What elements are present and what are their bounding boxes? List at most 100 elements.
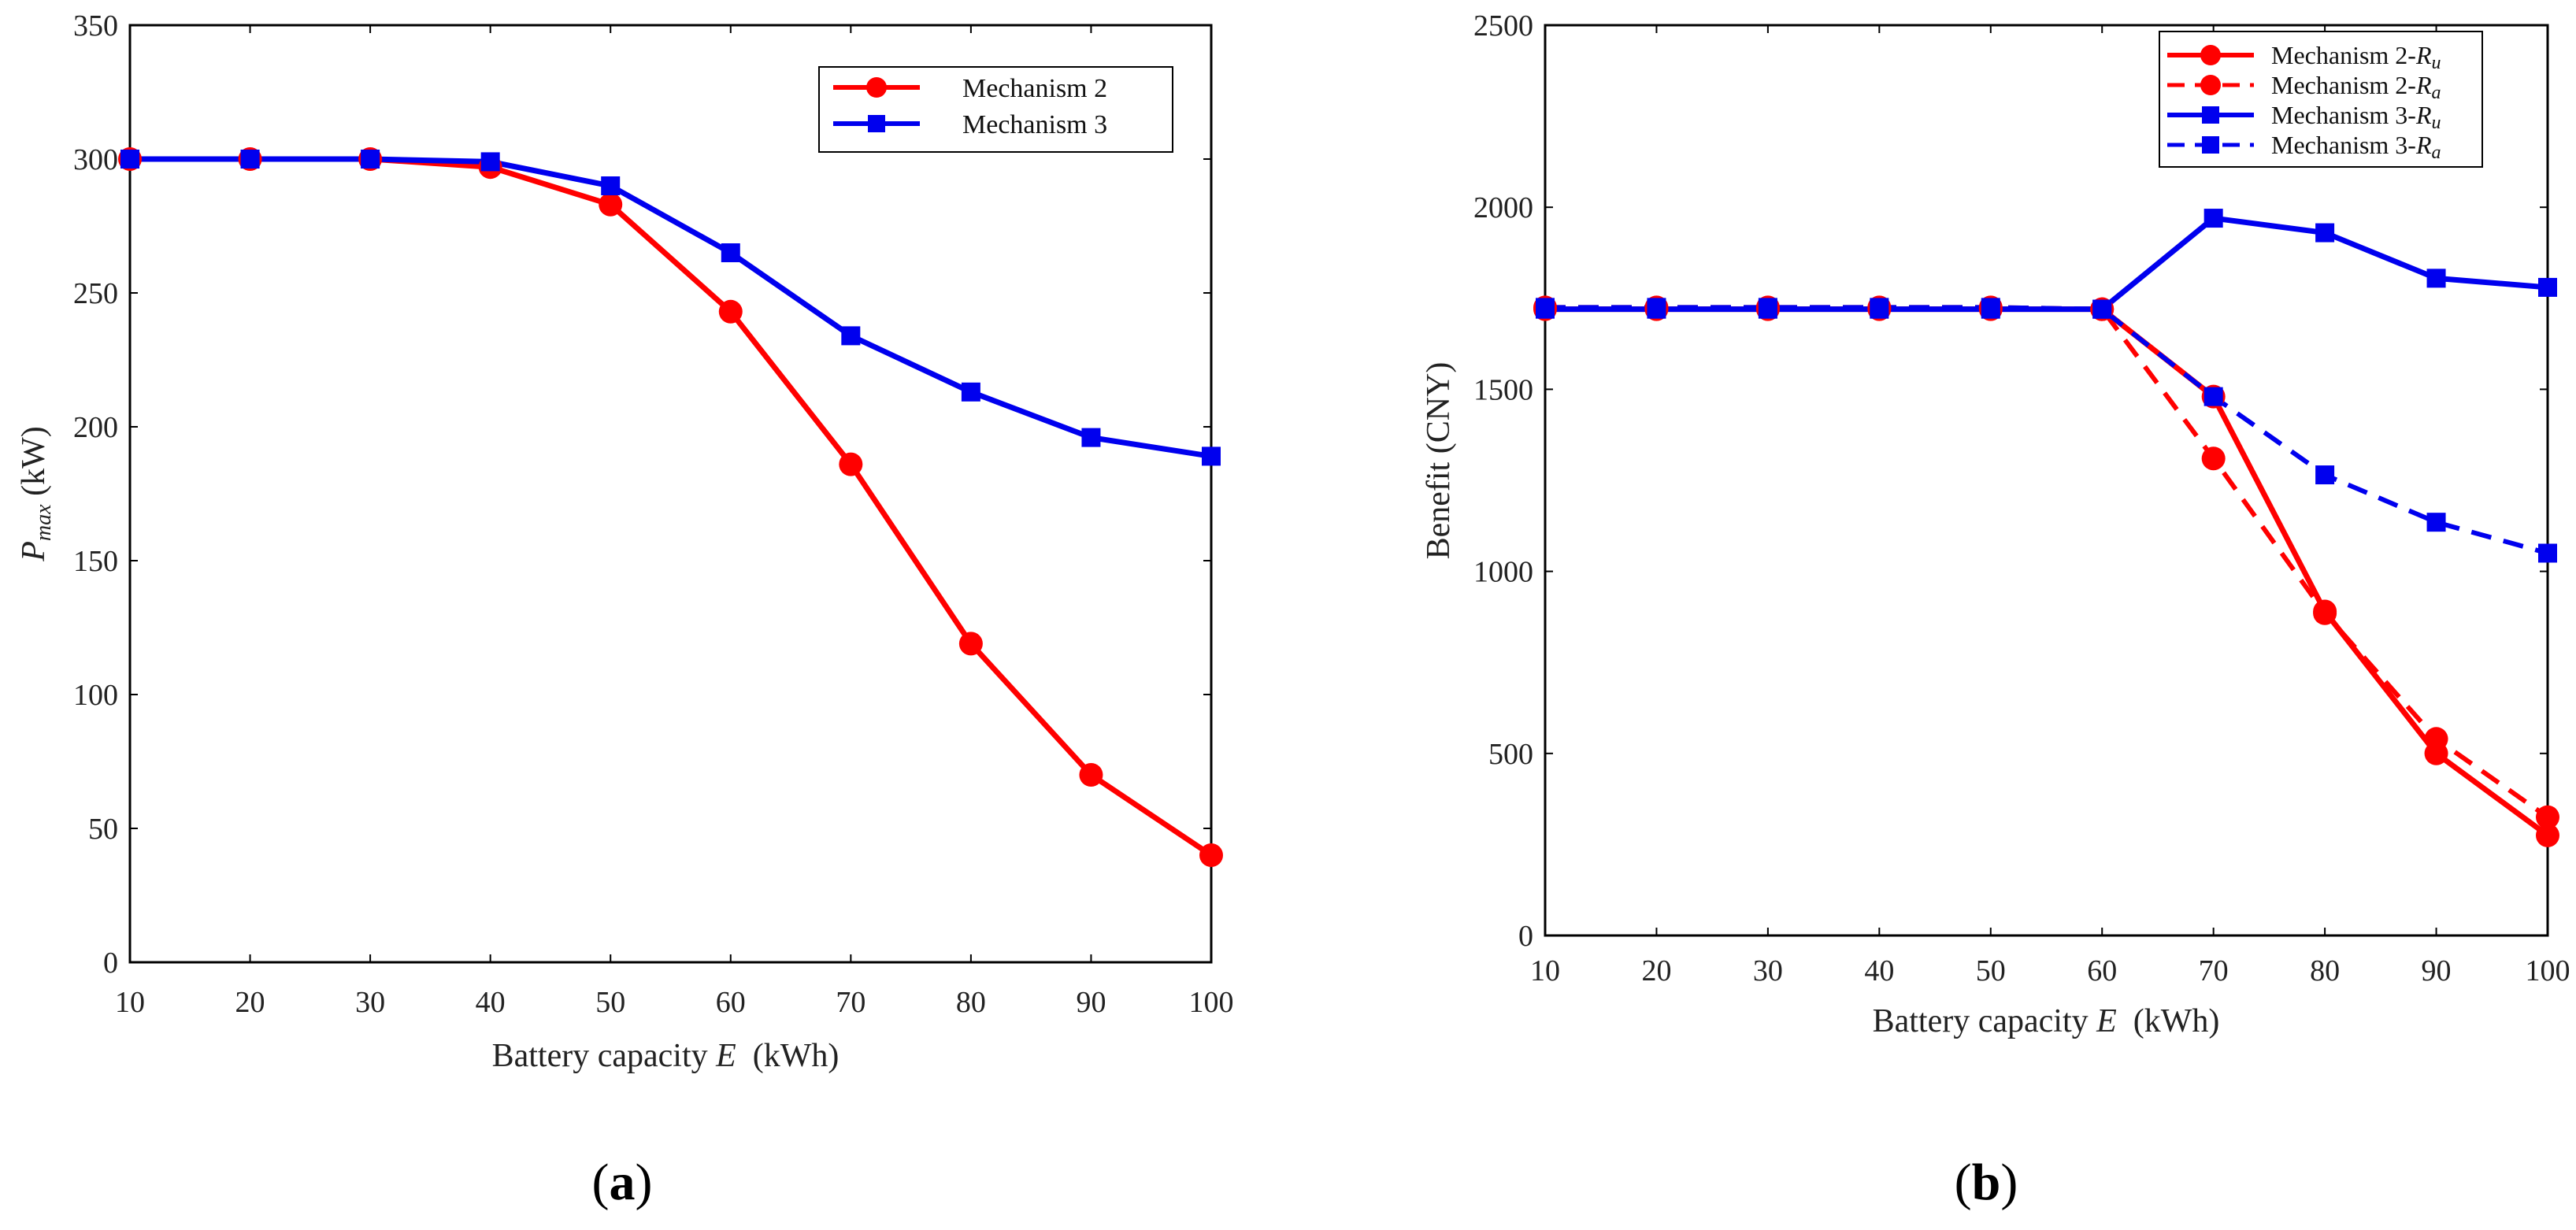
- x-tick-label-b-1: 20: [1641, 954, 1671, 987]
- x-axis-label-b: Battery capacity E (kWh): [1873, 1003, 2220, 1039]
- data-point-b-1-9: [2536, 805, 2559, 829]
- data-point-a-1-6: [841, 326, 861, 346]
- x-tick-label-b-2: 30: [1753, 954, 1783, 987]
- legend-label-b-2: Mechanism 3-Ru: [2271, 101, 2441, 133]
- x-tick-label-a-3: 40: [476, 986, 506, 1019]
- data-point-b-2-7: [2315, 223, 2335, 243]
- data-point-b-2-9: [2538, 277, 2557, 297]
- x-tick-label-b-6: 70: [2199, 954, 2229, 987]
- y-tick-label-a-1: 50: [88, 813, 118, 846]
- x-tick-label-b-9: 100: [2526, 954, 2570, 987]
- data-point-a-0-9: [1199, 843, 1223, 867]
- legend-label-b-3: Mechanism 3-Ra: [2271, 131, 2441, 163]
- legend-label-b-0: Mechanism 2-Ru: [2271, 41, 2441, 73]
- data-point-b-3-8: [2426, 513, 2446, 532]
- series-line-b-3: [1545, 305, 2548, 556]
- data-point-a-1-3: [480, 152, 500, 172]
- x-tick-label-a-6: 70: [836, 986, 865, 1019]
- y-axis-label-b: Benefit (CNY): [1421, 362, 1457, 560]
- x-tick-label-b-4: 50: [1976, 954, 2006, 987]
- x-tick-label-a-4: 50: [595, 986, 625, 1019]
- y-tick-label-b-0: 0: [1518, 920, 1533, 953]
- data-point-a-0-5: [718, 299, 743, 324]
- x-tick-label-b-3: 40: [1864, 954, 1894, 987]
- legend-marker-b-2: [2202, 106, 2219, 124]
- data-point-a-1-0: [120, 150, 139, 169]
- data-point-b-3-7: [2315, 465, 2335, 485]
- data-point-b-2-6: [2203, 209, 2223, 228]
- data-point-a-1-5: [721, 243, 740, 262]
- series-line-b-0: [1545, 306, 2550, 838]
- data-point-a-0-7: [958, 632, 983, 656]
- y-axis-label-a: Pmax (kW): [16, 426, 56, 561]
- y-tick-label-a-3: 150: [73, 545, 118, 578]
- data-point-a-1-9: [1202, 446, 1221, 466]
- x-tick-label-a-0: 10: [115, 986, 145, 1019]
- legend-marker-a-1: [868, 115, 885, 132]
- data-point-b-3-5: [2092, 299, 2112, 319]
- data-point-a-1-4: [601, 176, 621, 195]
- y-tick-label-b-1: 500: [1488, 738, 1533, 771]
- series-line-a-0: [130, 156, 1213, 858]
- data-point-b-2-8: [2426, 269, 2446, 288]
- y-tick-label-b-2: 1000: [1473, 556, 1533, 589]
- x-tick-label-a-2: 30: [355, 986, 385, 1019]
- legend-label-a-0: Mechanism 2: [962, 74, 1107, 103]
- x-axis-ticks-a: 10 20 30 40 50 60 70 80 90 100: [115, 25, 1234, 1019]
- legend-label-b-1: Mechanism 2-Ra: [2271, 71, 2441, 103]
- data-point-b-3-6: [2203, 387, 2223, 406]
- legend-a: Mechanism 2 Mechanism 3: [818, 66, 1173, 153]
- series-group-a: [118, 147, 1223, 867]
- data-point-b-3-0: [1536, 298, 1555, 317]
- x-tick-label-a-7: 80: [956, 986, 986, 1019]
- y-tick-label-a-0: 0: [103, 947, 118, 980]
- legend-marker-b-1: [2200, 75, 2221, 95]
- series-line-b-2: [1545, 215, 2548, 313]
- data-point-a-0-8: [1079, 763, 1103, 787]
- data-point-b-1-7: [2313, 601, 2337, 625]
- y-tick-label-a-6: 300: [73, 143, 118, 176]
- y-tick-label-a-2: 100: [73, 679, 118, 712]
- chart-panel-a: 0 50 100 150 200 250 300 350 10 20 30 40 50 60 70 80 90…: [16, 9, 1234, 1211]
- legend-label-a-1: Mechanism 3: [962, 110, 1107, 139]
- data-point-b-3-1: [1647, 298, 1666, 317]
- x-axis-ticks-b: 10 20 30 40 50 60 70 80 90 100: [1530, 25, 2570, 987]
- data-point-a-1-8: [1081, 428, 1101, 447]
- data-point-b-3-3: [1870, 298, 1889, 317]
- x-tick-label-b-7: 80: [2310, 954, 2340, 987]
- y-axis-ticks-b: 0 500 1000 1500 2000 2500: [1473, 9, 2548, 953]
- x-tick-label-a-9: 100: [1189, 986, 1234, 1019]
- legend-b: Mechanism 2-Ru Mechanism 2-Ra Mechanism …: [2159, 31, 2483, 168]
- y-tick-label-a-7: 350: [73, 9, 118, 43]
- x-axis-label-a: Battery capacity E (kWh): [492, 1038, 840, 1074]
- x-tick-label-a-5: 60: [716, 986, 746, 1019]
- data-point-a-1-2: [361, 150, 380, 169]
- legend-marker-b-3: [2202, 136, 2219, 154]
- panel-label-a: (a): [592, 1154, 653, 1211]
- legend-marker-b-0: [2200, 45, 2221, 65]
- data-point-b-3-4: [1981, 298, 2000, 317]
- x-tick-label-b-5: 60: [2087, 954, 2117, 987]
- data-point-a-0-6: [839, 452, 863, 476]
- y-tick-label-b-3: 1500: [1473, 373, 1533, 406]
- plot-frame-a: [128, 24, 1213, 964]
- data-point-a-0-4: [599, 192, 623, 217]
- data-point-a-1-1: [240, 150, 260, 169]
- data-point-b-3-2: [1758, 298, 1777, 317]
- panel-label-b: (b): [1955, 1154, 2018, 1211]
- x-tick-label-a-1: 20: [235, 986, 265, 1019]
- x-tick-label-b-8: 90: [2422, 954, 2452, 987]
- y-tick-label-a-4: 200: [73, 411, 118, 444]
- data-point-b-1-8: [2424, 727, 2448, 751]
- x-tick-label-b-0: 10: [1530, 954, 1560, 987]
- series-group-b: [1533, 209, 2559, 847]
- series-line-a-1: [130, 156, 1212, 459]
- legend-marker-a-0: [866, 77, 887, 98]
- data-point-b-1-6: [2201, 446, 2226, 471]
- y-axis-ticks-a: 0 50 100 150 200 250 300 350: [73, 9, 1211, 980]
- series-line-b-1: [1545, 305, 2549, 820]
- data-point-b-3-9: [2538, 543, 2557, 563]
- y-tick-label-a-5: 250: [73, 277, 118, 310]
